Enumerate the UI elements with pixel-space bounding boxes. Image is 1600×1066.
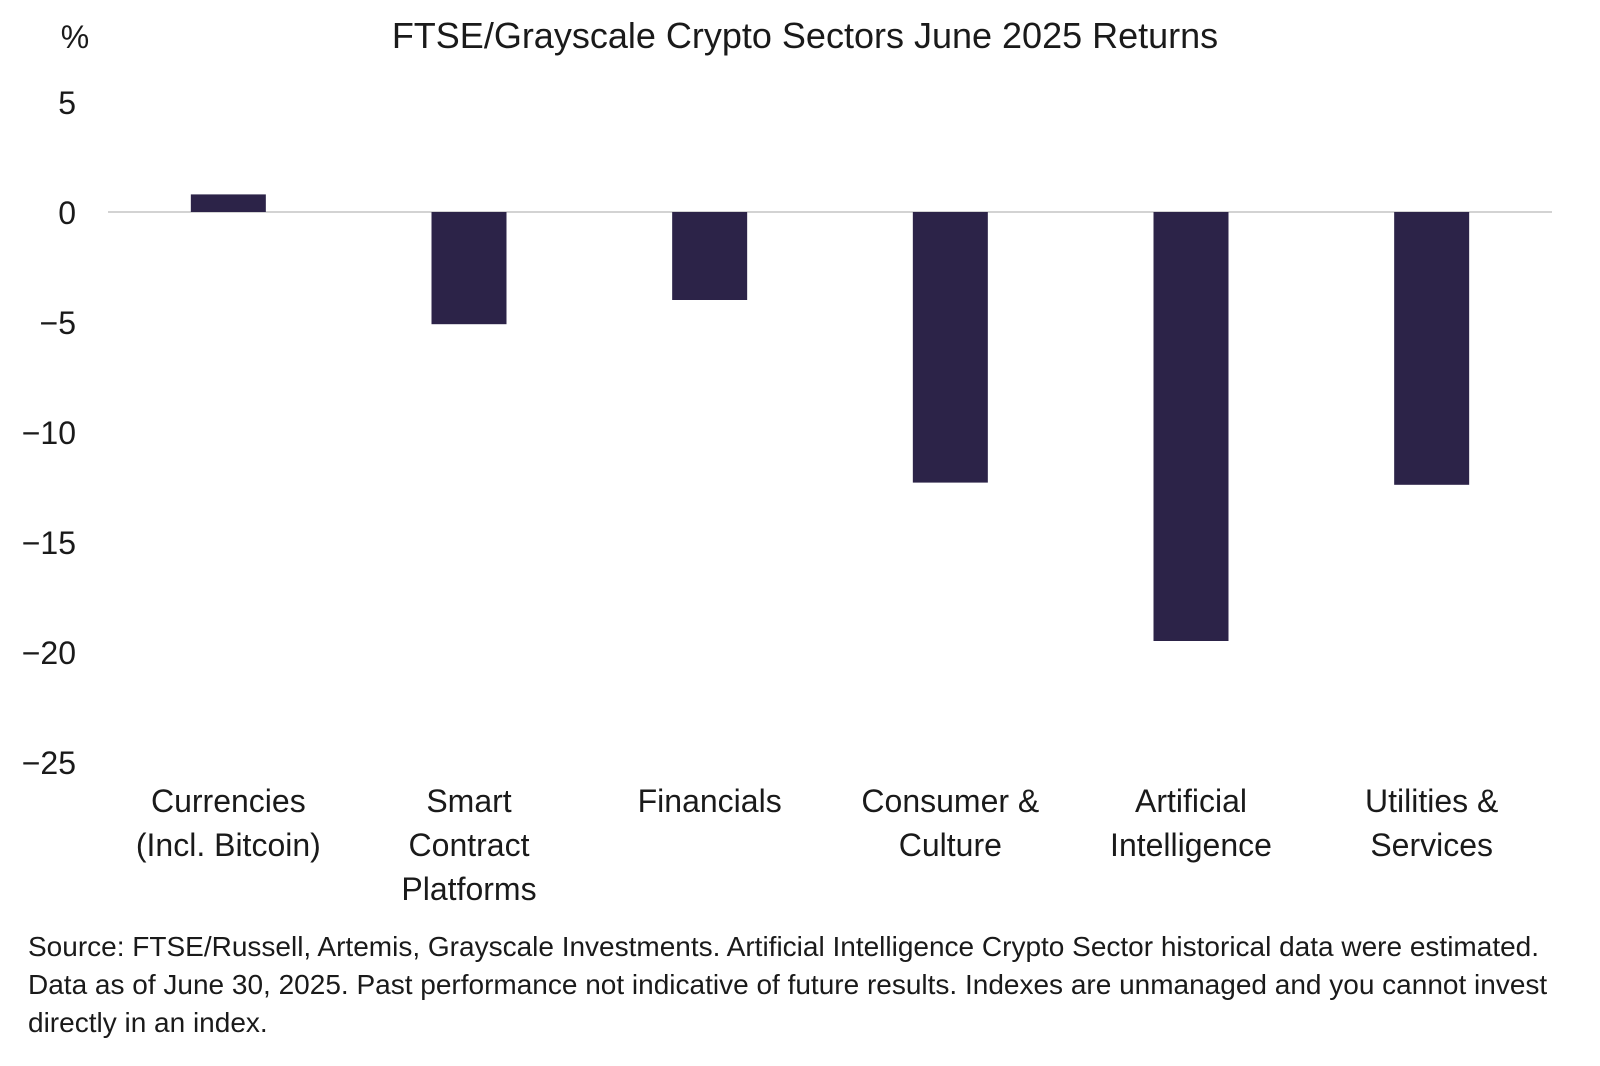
bar bbox=[912, 212, 988, 483]
y-axis-unit-label: % bbox=[61, 19, 89, 55]
x-category-label: Consumer & Culture bbox=[861, 783, 1039, 863]
y-tick-label: −10 bbox=[22, 415, 76, 451]
y-tick-label: 5 bbox=[58, 85, 76, 121]
bar bbox=[1394, 212, 1470, 485]
x-axis-labels: Currencies (Incl. Bitcoin) Smart Contract Pl… bbox=[136, 783, 1498, 907]
chart-title: FTSE/Grayscale Crypto Sectors June 2025 … bbox=[392, 15, 1218, 56]
bar bbox=[1153, 212, 1229, 641]
x-category-label: Financials bbox=[638, 783, 782, 819]
y-tick-label: −5 bbox=[40, 305, 76, 341]
x-category-label: Artificial Intelligence bbox=[1110, 783, 1272, 863]
source-footnote: Source: FTSE/Russell, Artemis, Grayscale… bbox=[28, 931, 1548, 1038]
y-tick-label: −15 bbox=[22, 525, 76, 561]
bars-group bbox=[190, 194, 1470, 641]
bar bbox=[190, 194, 266, 212]
y-tick-label: 0 bbox=[58, 195, 76, 231]
bar-chart: FTSE/Grayscale Crypto Sectors June 2025 … bbox=[22, 15, 1552, 907]
chart-area: FTSE/Grayscale Crypto Sectors June 2025 … bbox=[22, 15, 1552, 907]
x-category-label: Utilities & Services bbox=[1365, 783, 1498, 863]
bar bbox=[672, 212, 748, 300]
bar bbox=[431, 212, 507, 325]
y-tick-label: −20 bbox=[22, 635, 76, 671]
y-tick-label: −25 bbox=[22, 745, 76, 781]
x-category-label: Smart Contract Platforms bbox=[401, 783, 536, 907]
y-axis-ticks: 5 0 −5 −10 −15 −20 −25 bbox=[22, 85, 76, 781]
x-category-label: Currencies (Incl. Bitcoin) bbox=[136, 783, 321, 863]
